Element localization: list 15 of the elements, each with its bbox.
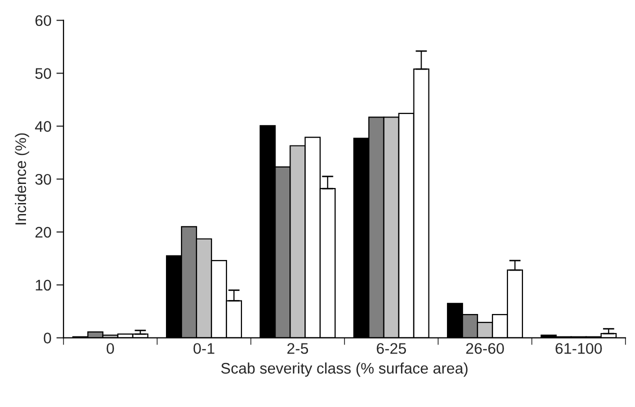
x-tick-label: 26-60 bbox=[466, 343, 504, 354]
x-tick-label: 2-5 bbox=[287, 343, 308, 354]
y-tick-label: 10 bbox=[36, 280, 52, 291]
y-tick-label: 0 bbox=[44, 332, 52, 344]
y-tick-label: 50 bbox=[35, 68, 52, 79]
y-tick-label: 20 bbox=[35, 226, 52, 238]
y-axis-title: Incidence (%) bbox=[14, 133, 30, 224]
y-tick-label: 30 bbox=[35, 174, 52, 185]
y-tick-label: 40 bbox=[35, 121, 52, 132]
x-tick-label: 61-100 bbox=[556, 343, 602, 354]
y-tick-label: 60 bbox=[35, 15, 52, 26]
x-tick-label: 6-25 bbox=[376, 343, 406, 354]
x-tick-label: 0 bbox=[106, 343, 114, 354]
x-axis-title: Scab severity class (% surface area) bbox=[221, 362, 468, 377]
x-tick-label: 0-1 bbox=[194, 343, 214, 354]
